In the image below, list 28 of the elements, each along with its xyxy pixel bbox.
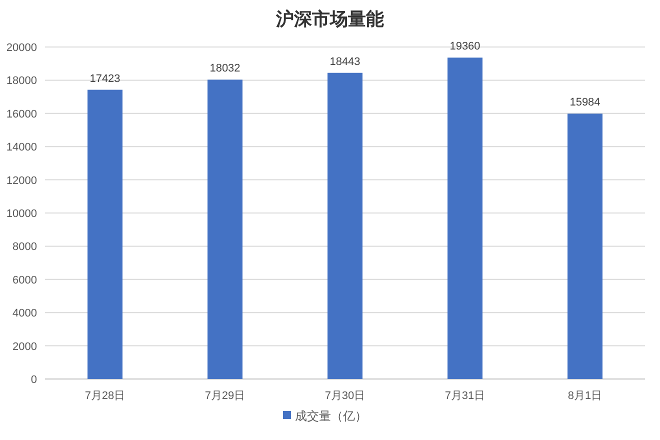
x-tick-label: 7月29日 bbox=[204, 390, 246, 402]
bar bbox=[328, 72, 362, 379]
y-tick-label: 4000 bbox=[12, 308, 37, 320]
y-tick-label: 20000 bbox=[6, 42, 37, 54]
y-tick-label: 6000 bbox=[12, 274, 37, 286]
x-tick-label: 7月31日 bbox=[444, 390, 486, 402]
x-tick-label: 7月30日 bbox=[324, 390, 366, 402]
x-tick-label: 8月1日 bbox=[568, 390, 602, 402]
y-tick-label: 12000 bbox=[6, 174, 37, 187]
data-label: 18032 bbox=[210, 62, 240, 75]
data-label: 19360 bbox=[450, 40, 480, 53]
bar bbox=[568, 114, 602, 379]
x-tick-label: 7月28日 bbox=[84, 390, 126, 402]
y-tick-label: 18000 bbox=[6, 75, 37, 88]
y-tick-label: 10000 bbox=[6, 208, 37, 220]
data-label: 15984 bbox=[570, 96, 600, 109]
y-tick-label: 16000 bbox=[6, 108, 37, 120]
bar bbox=[88, 90, 122, 379]
legend-label: 成交量（亿） bbox=[295, 409, 367, 423]
bar bbox=[208, 80, 242, 379]
bar bbox=[448, 58, 482, 379]
y-tick-label: 14000 bbox=[6, 142, 37, 154]
y-tick-label: 8000 bbox=[12, 241, 37, 254]
chart-title: 沪深市场量能 bbox=[275, 9, 384, 29]
data-label: 17423 bbox=[90, 72, 120, 85]
data-label: 18443 bbox=[330, 56, 360, 68]
y-tick-label: 0 bbox=[30, 374, 37, 386]
y-tick-label: 2000 bbox=[12, 340, 37, 353]
